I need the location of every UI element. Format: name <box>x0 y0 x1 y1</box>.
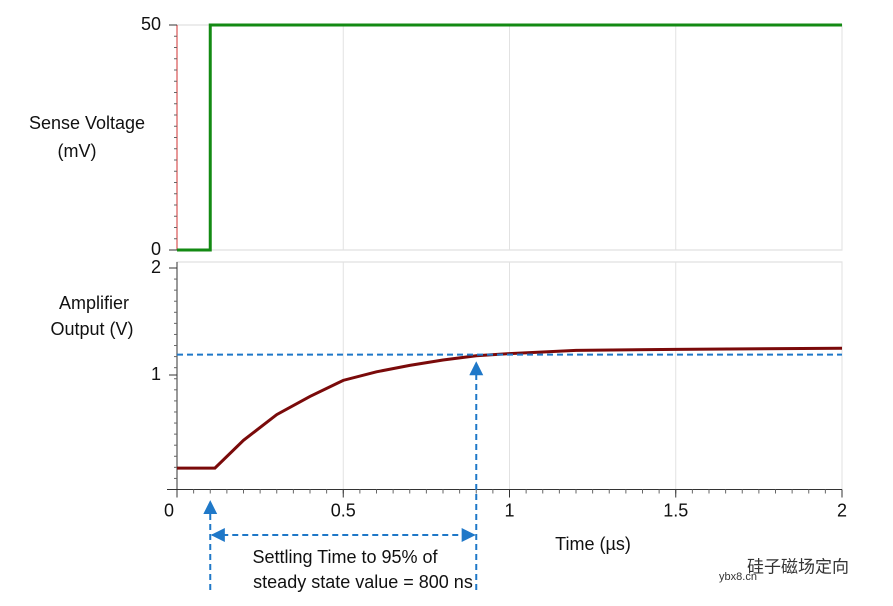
x-tick-label: 1 <box>504 500 514 520</box>
x-tick-label: 2 <box>837 500 847 520</box>
x-tick-label: 0 <box>164 500 174 520</box>
annotation: Settling Time to 95% of <box>252 547 438 567</box>
watermark: ybx8.cn <box>719 571 757 583</box>
y-axis-label: Sense Voltage <box>29 113 145 133</box>
y-tick-label: 1 <box>151 364 161 384</box>
y-axis-label: Output (V) <box>50 319 133 339</box>
series-line <box>177 23 842 252</box>
y-tick-label: 2 <box>151 257 161 277</box>
watermark: 硅子磁场定向 <box>747 557 849 576</box>
y-tick-label: 50 <box>141 14 161 34</box>
y-tick-label: 0 <box>151 239 161 259</box>
series-line <box>177 346 843 470</box>
annotation: steady state value = 800 ns <box>253 572 473 592</box>
x-tick-label: 1.5 <box>663 500 688 520</box>
x-tick-label: 0.5 <box>331 500 356 520</box>
y-axis-label: Amplifier <box>59 293 129 313</box>
y-axis-label: (mV) <box>58 141 97 161</box>
x-axis-label: Time (µs) <box>555 534 631 554</box>
